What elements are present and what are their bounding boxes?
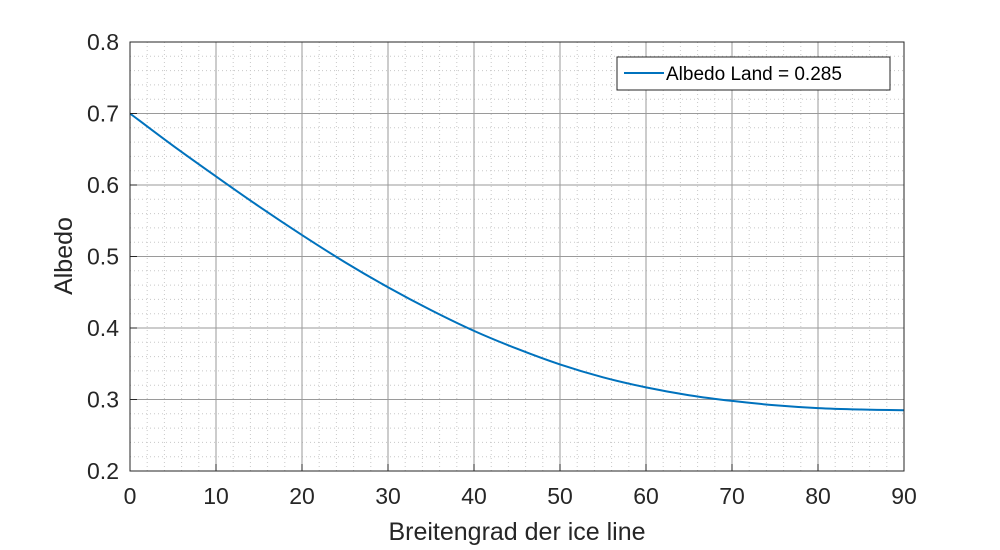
legend-series-label: Albedo Land = 0.285 xyxy=(666,64,842,85)
x-tick-label: 70 xyxy=(719,483,745,509)
axis-ticks xyxy=(129,41,905,472)
y-tick-label: 0.2 xyxy=(87,458,119,484)
x-tick-label: 40 xyxy=(461,483,487,509)
x-tick-label: 0 xyxy=(124,483,137,509)
x-tick-label: 60 xyxy=(633,483,659,509)
x-tick-label: 90 xyxy=(891,483,917,509)
x-tick-label: 20 xyxy=(289,483,315,509)
x-tick-labels: 0 10 20 30 40 50 60 70 80 90 xyxy=(124,483,917,509)
y-axis-label: Albedo xyxy=(50,217,78,295)
y-tick-label: 0.7 xyxy=(87,101,119,127)
x-tick-label: 30 xyxy=(375,483,401,509)
y-tick-label: 0.8 xyxy=(87,29,119,55)
x-axis-label: Breitengrad der ice line xyxy=(388,518,645,546)
y-tick-label: 0.4 xyxy=(87,315,119,341)
x-tick-label: 10 xyxy=(203,483,229,509)
series-line-albedo xyxy=(129,112,905,412)
x-tick-label: 50 xyxy=(547,483,573,509)
y-tick-label: 0.5 xyxy=(87,244,119,270)
y-tick-label: 0.6 xyxy=(87,172,119,198)
series-layer xyxy=(129,112,905,412)
x-tick-label: 80 xyxy=(805,483,831,509)
minor-grid xyxy=(130,42,904,471)
legend: Albedo Land = 0.285 xyxy=(616,56,891,91)
y-tick-labels: 0.2 0.3 0.4 0.5 0.6 0.7 0.8 xyxy=(87,29,119,484)
y-tick-label: 0.3 xyxy=(87,387,119,413)
